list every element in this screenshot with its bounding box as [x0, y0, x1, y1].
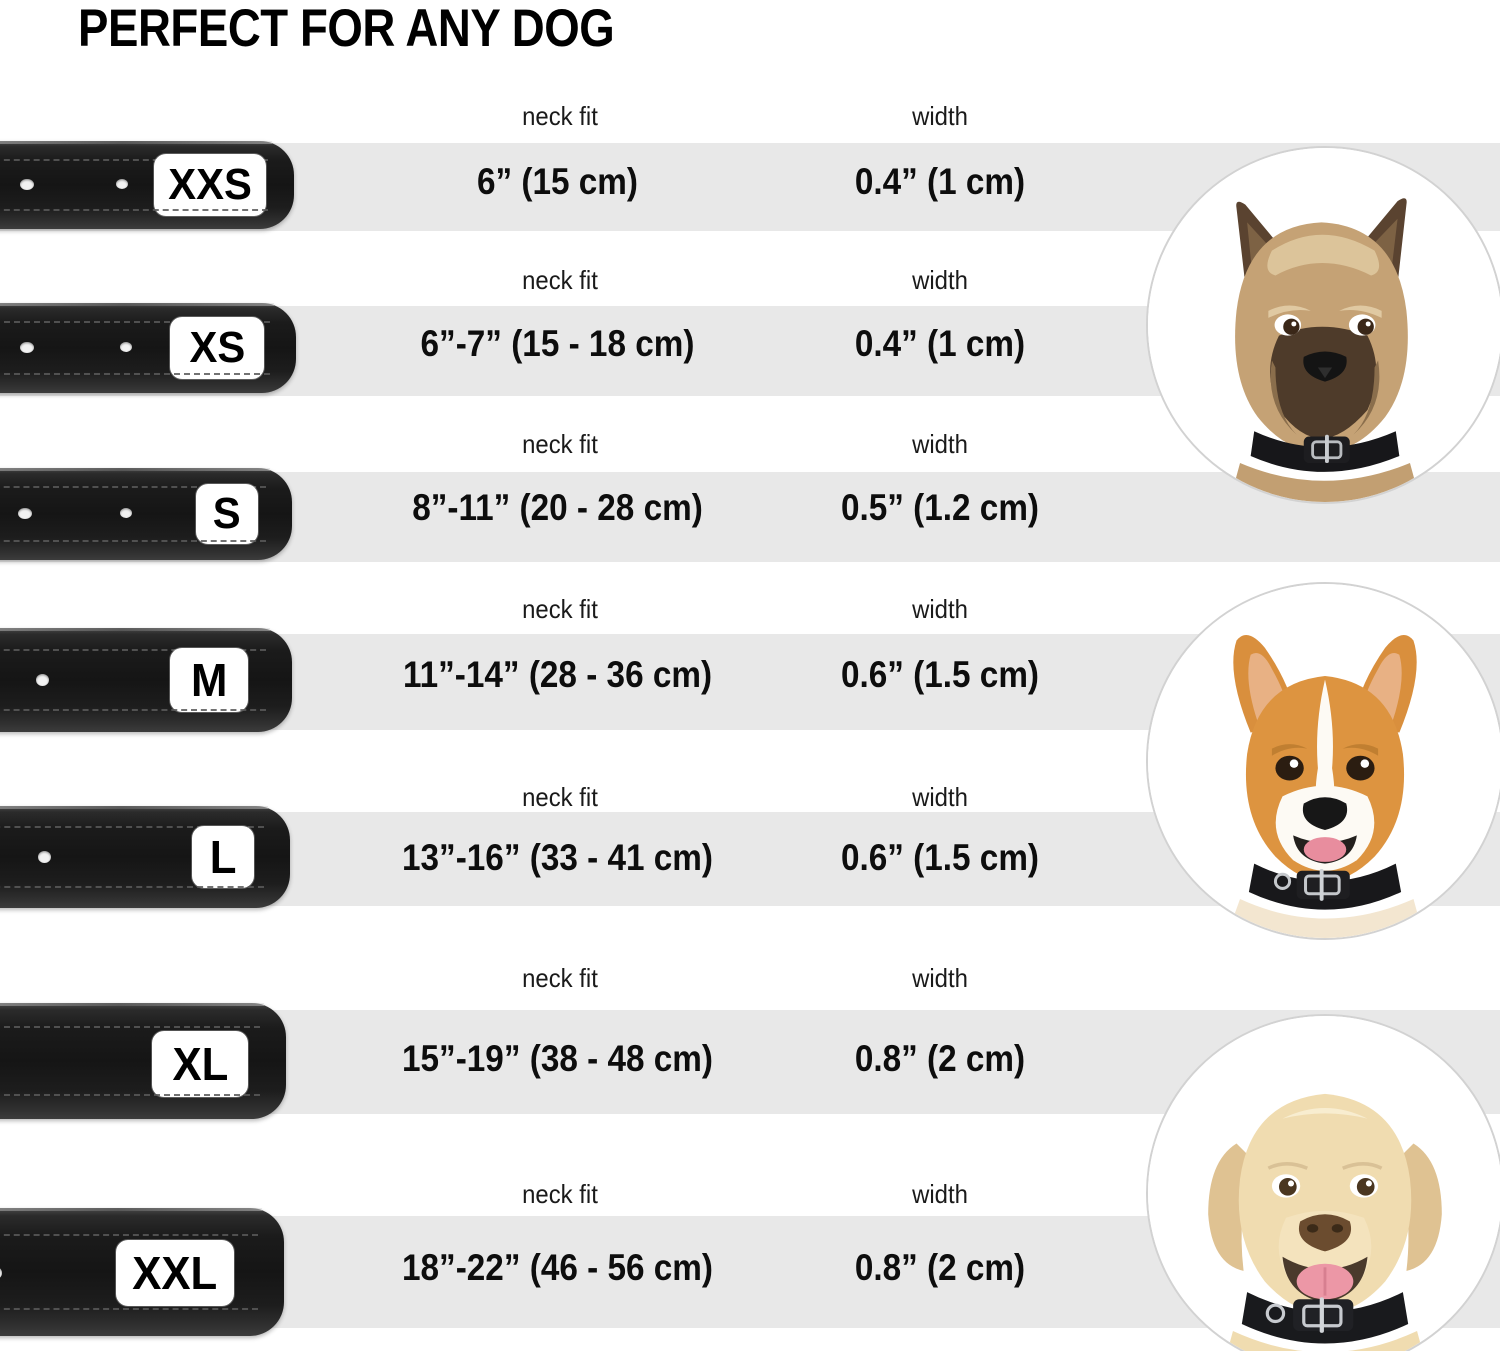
strap-hole: [120, 508, 132, 518]
collar-strap-xs: XS: [0, 303, 296, 393]
value-neck-fit-m: 11”-14” (28 - 36 cm): [402, 654, 713, 695]
collar-strap-l: L: [0, 806, 290, 908]
strap-hole: [116, 179, 128, 189]
column-header-width-xxl: width: [912, 1179, 968, 1209]
size-badge-label: XXL: [132, 1247, 218, 1299]
labrador-photo: [1146, 1014, 1500, 1351]
strap-hole: [20, 342, 34, 353]
column-header-width-xl: width: [912, 963, 968, 993]
column-header-width-xs: width: [912, 265, 968, 295]
value-width-xxs: 0.4” (1 cm): [854, 161, 1026, 202]
size-badge-label: XS: [189, 323, 245, 372]
size-badge-label: L: [209, 831, 237, 883]
column-header-neck-fit-s: neck fit: [522, 429, 598, 459]
strap-hole: [38, 851, 51, 863]
cairn-terrier-photo: [1146, 146, 1500, 504]
value-width-xxl: 0.8” (2 cm): [854, 1247, 1026, 1288]
value-neck-fit-xs: 6”-7” (15 - 18 cm): [420, 323, 695, 364]
strap-hole: [0, 1266, 2, 1280]
column-header-neck-fit-xxl: neck fit: [522, 1179, 598, 1209]
size-badge-label: XL: [172, 1038, 228, 1090]
strap-edge-highlight: [0, 628, 270, 631]
collar-strap-xxs: XXS: [0, 141, 294, 229]
strap-edge-highlight: [0, 468, 270, 471]
column-header-neck-fit-xs: neck fit: [522, 265, 598, 295]
strap-hole: [18, 508, 32, 519]
column-header-neck-fit-xxs: neck fit: [522, 101, 598, 131]
page-title: PERFECT FOR ANY DOG: [78, 0, 615, 58]
value-neck-fit-xxs: 6” (15 cm): [476, 161, 639, 202]
size-badge-label: M: [190, 654, 228, 706]
value-width-m: 0.6” (1.5 cm): [840, 654, 1040, 695]
collar-strap-m: M: [0, 628, 292, 732]
size-badge-m: M: [170, 648, 248, 712]
size-badge-s: S: [196, 484, 258, 544]
size-badge-xxs: XXS: [154, 154, 266, 216]
column-header-neck-fit-l: neck fit: [522, 782, 598, 812]
column-header-width-s: width: [912, 429, 968, 459]
value-neck-fit-s: 8”-11” (20 - 28 cm): [412, 487, 703, 528]
strap-edge-highlight: [0, 806, 268, 809]
strap-hole: [36, 674, 49, 686]
size-badge-xxl: XXL: [116, 1240, 234, 1306]
strap-edge-highlight: [0, 303, 274, 306]
value-neck-fit-l: 13”-16” (33 - 41 cm): [402, 837, 713, 878]
value-neck-fit-xl: 15”-19” (38 - 48 cm): [402, 1038, 713, 1079]
strap-hole: [20, 179, 34, 190]
column-header-neck-fit-xl: neck fit: [522, 963, 598, 993]
size-badge-l: L: [192, 826, 254, 888]
size-badge-label: S: [213, 489, 241, 538]
column-header-width-l: width: [912, 782, 968, 812]
strap-edge-highlight: [0, 1208, 262, 1211]
value-width-s: 0.5” (1.2 cm): [840, 487, 1040, 528]
value-neck-fit-xxl: 18”-22” (46 - 56 cm): [402, 1247, 713, 1288]
collar-strap-xl: XL: [0, 1003, 286, 1119]
size-badge-xs: XS: [170, 317, 264, 379]
column-header-width-m: width: [912, 594, 968, 624]
strap-edge-highlight: [0, 1003, 264, 1006]
column-header-neck-fit-m: neck fit: [522, 594, 598, 624]
corgi-photo: [1146, 582, 1500, 940]
column-header-width-xxs: width: [912, 101, 968, 131]
value-width-xl: 0.8” (2 cm): [854, 1038, 1026, 1079]
value-width-xs: 0.4” (1 cm): [854, 323, 1026, 364]
collar-strap-xxl: XXL: [0, 1208, 284, 1336]
size-badge-label: XXS: [168, 160, 252, 209]
collar-strap-s: S: [0, 468, 292, 560]
value-width-l: 0.6” (1.5 cm): [840, 837, 1040, 878]
strap-edge-highlight: [0, 141, 272, 144]
size-badge-xl: XL: [152, 1031, 248, 1097]
strap-hole: [120, 342, 132, 352]
